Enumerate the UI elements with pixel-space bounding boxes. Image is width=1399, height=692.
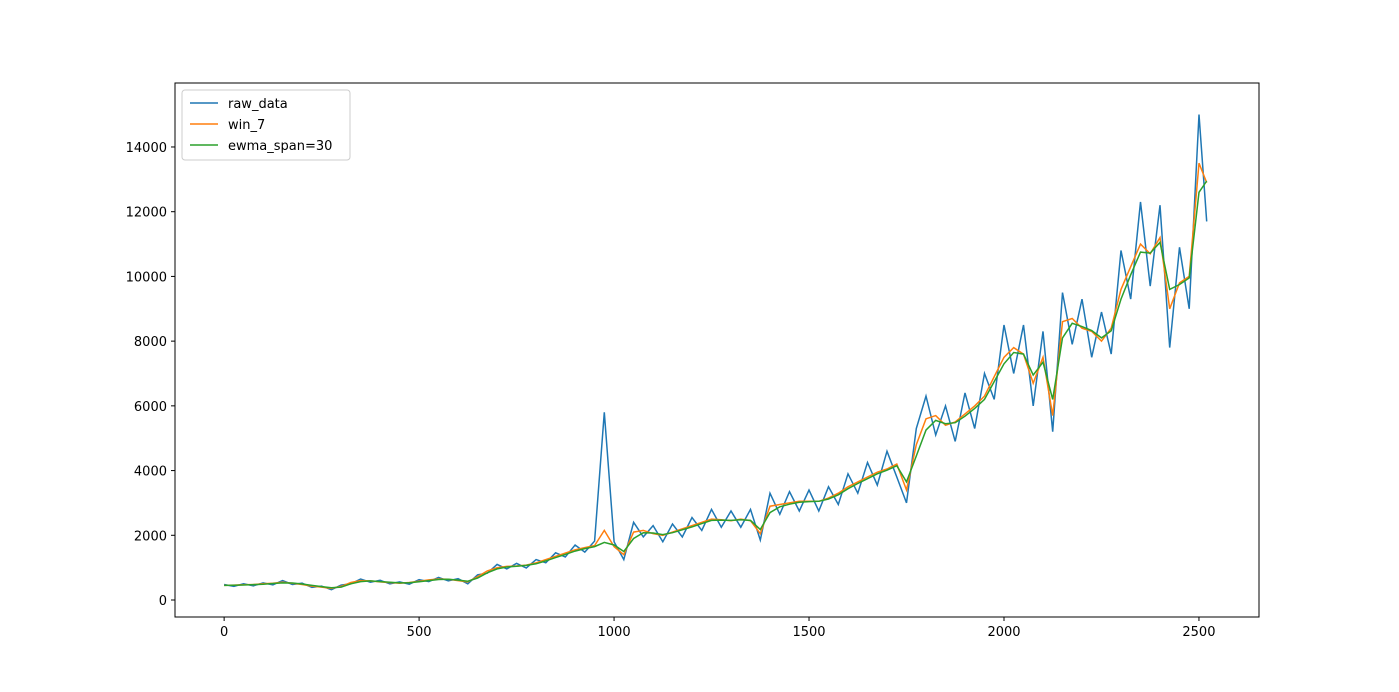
- y-tick-label: 10000: [126, 270, 167, 285]
- line: [224, 180, 1208, 589]
- x-tick-label: 2000: [987, 625, 1020, 640]
- x-tick-label: 0: [220, 625, 228, 640]
- legend-label: ewma_span=30: [228, 139, 332, 154]
- x-tick-label: 500: [407, 625, 432, 640]
- y-tick-label: 6000: [134, 400, 167, 415]
- y-tick-label: 12000: [126, 206, 167, 221]
- plot-frame: [174, 82, 1260, 618]
- y-tick-label: 8000: [134, 335, 167, 350]
- y-tick-label: 4000: [134, 465, 167, 480]
- legend-label: win_7: [228, 118, 265, 133]
- y-tick-label: 14000: [126, 141, 167, 156]
- y-tick-label: 2000: [134, 529, 167, 544]
- legend-label: raw_data: [228, 97, 288, 112]
- x-tick-label: 1500: [792, 625, 825, 640]
- x-tick-label: 2500: [1182, 625, 1215, 640]
- y-tick-label: 0: [159, 594, 167, 609]
- legend-box: [181, 89, 351, 161]
- line: [223, 114, 1208, 591]
- x-tick-label: 1000: [598, 625, 631, 640]
